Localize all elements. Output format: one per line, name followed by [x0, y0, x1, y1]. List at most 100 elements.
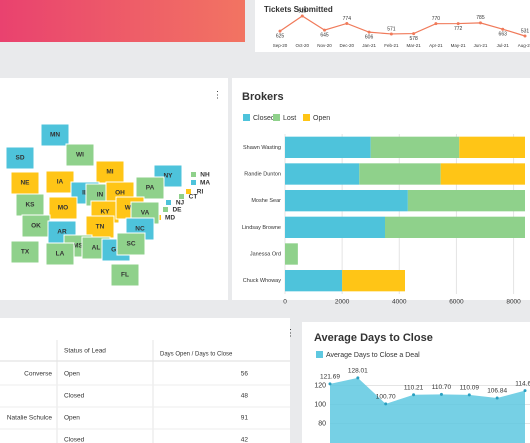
- table-card: [0, 318, 290, 443]
- state-label: SC: [126, 241, 135, 248]
- card-title: Average Days to Close: [314, 332, 433, 344]
- state-label: MA: [200, 180, 210, 187]
- y-tick-label: Chuck Whoway: [243, 278, 281, 284]
- state-label: IL: [82, 190, 88, 197]
- data-label: 919: [298, 8, 307, 14]
- bar-segment: [285, 270, 343, 292]
- state-label: TN: [96, 224, 105, 231]
- state-label: WV: [125, 205, 136, 212]
- data-label: 785: [476, 15, 485, 21]
- point: [501, 27, 505, 31]
- x-tick-label: Oct-20: [296, 43, 310, 48]
- state-label: SD: [15, 155, 24, 162]
- cell: Closed: [64, 393, 85, 400]
- legend-swatch: [273, 114, 280, 121]
- column-header: Days Open / Days to Close: [160, 352, 233, 358]
- state-label: KS: [25, 202, 35, 209]
- data-label: 663: [499, 32, 508, 38]
- state: [191, 180, 196, 185]
- state-label: VA: [141, 210, 150, 217]
- card-title: Tickets Submitted: [264, 5, 333, 14]
- point: [456, 22, 460, 26]
- point: [412, 32, 416, 36]
- menu-icon[interactable]: ⋮: [213, 89, 222, 99]
- x-tick-label: 4000: [392, 299, 407, 306]
- point: [439, 392, 443, 396]
- data-label: 128.01: [348, 368, 368, 375]
- y-tick-label: 80: [318, 420, 326, 427]
- cell: Open: [64, 371, 80, 378]
- state: [116, 232, 146, 256]
- point: [356, 376, 360, 380]
- header-banner: [0, 0, 245, 42]
- x-tick-label: 8000: [506, 299, 521, 306]
- point: [300, 14, 304, 18]
- state-label: WI: [76, 152, 84, 159]
- state-label: MN: [50, 132, 60, 139]
- state-label: NJ: [176, 200, 185, 207]
- x-tick-label: Jun-21: [474, 43, 488, 48]
- x-tick-label: Sep-20: [273, 43, 288, 48]
- state: [135, 176, 165, 200]
- state-label: OK: [31, 223, 41, 230]
- data-label: 774: [343, 16, 352, 22]
- point: [495, 396, 499, 400]
- state-label: MI: [106, 169, 113, 176]
- cell: 56: [241, 371, 249, 378]
- data-label: 606: [365, 34, 374, 40]
- point: [323, 28, 327, 32]
- state: [191, 172, 196, 177]
- y-tick-label: Randie Dunton: [244, 171, 281, 177]
- data-label: 772: [454, 26, 463, 32]
- bar-segment: [385, 216, 525, 238]
- state-label: KY: [100, 209, 110, 216]
- point: [278, 29, 282, 33]
- point: [384, 402, 388, 406]
- cell: 42: [241, 437, 249, 443]
- state: [40, 123, 70, 147]
- x-tick-label: Apr-21: [429, 43, 443, 48]
- menu-icon[interactable]: ⋮: [286, 327, 295, 337]
- state-label: LA: [56, 251, 65, 258]
- cell: Open: [64, 415, 80, 422]
- data-label: 121.69: [320, 374, 340, 381]
- y-tick-label: 100: [314, 401, 326, 408]
- x-tick-label: Jan-21: [362, 43, 376, 48]
- bar-segment: [285, 243, 298, 265]
- point: [412, 393, 416, 397]
- x-tick-label: Jul-21: [497, 43, 510, 48]
- x-tick-label: Mar-21: [407, 43, 422, 48]
- state: [10, 240, 40, 264]
- point: [389, 32, 393, 36]
- x-tick-label: 6000: [449, 299, 464, 306]
- data-label: 110.09: [460, 385, 480, 392]
- state-label: MO: [58, 205, 68, 212]
- y-tick-label: Moshe Sear: [251, 198, 281, 204]
- x-tick-label: Feb-21: [384, 43, 399, 48]
- point: [345, 21, 349, 25]
- legend-swatch: [316, 351, 323, 358]
- y-tick-label: Shawn Wasting: [243, 145, 281, 151]
- state-label: DE: [172, 207, 182, 214]
- card-title: Brokers: [242, 91, 284, 103]
- state-label: RI: [197, 189, 204, 196]
- data-label: 625: [276, 33, 285, 39]
- state-label: FL: [121, 272, 129, 279]
- legend-label: Open: [313, 115, 330, 122]
- state-label: CT: [189, 194, 198, 201]
- x-tick-label: Aug-21: [518, 43, 530, 48]
- line: [279, 15, 526, 37]
- data-label: 578: [409, 36, 418, 42]
- legend-label: Lost: [283, 115, 296, 122]
- data-label: 106.84: [487, 388, 507, 395]
- state-label: NY: [163, 173, 173, 180]
- point: [523, 389, 527, 393]
- x-tick-label: 0: [283, 299, 287, 306]
- y-tick-label: 120: [314, 382, 326, 389]
- state: [65, 143, 95, 167]
- point: [367, 30, 371, 34]
- point: [328, 382, 332, 386]
- legend-swatch: [303, 114, 310, 121]
